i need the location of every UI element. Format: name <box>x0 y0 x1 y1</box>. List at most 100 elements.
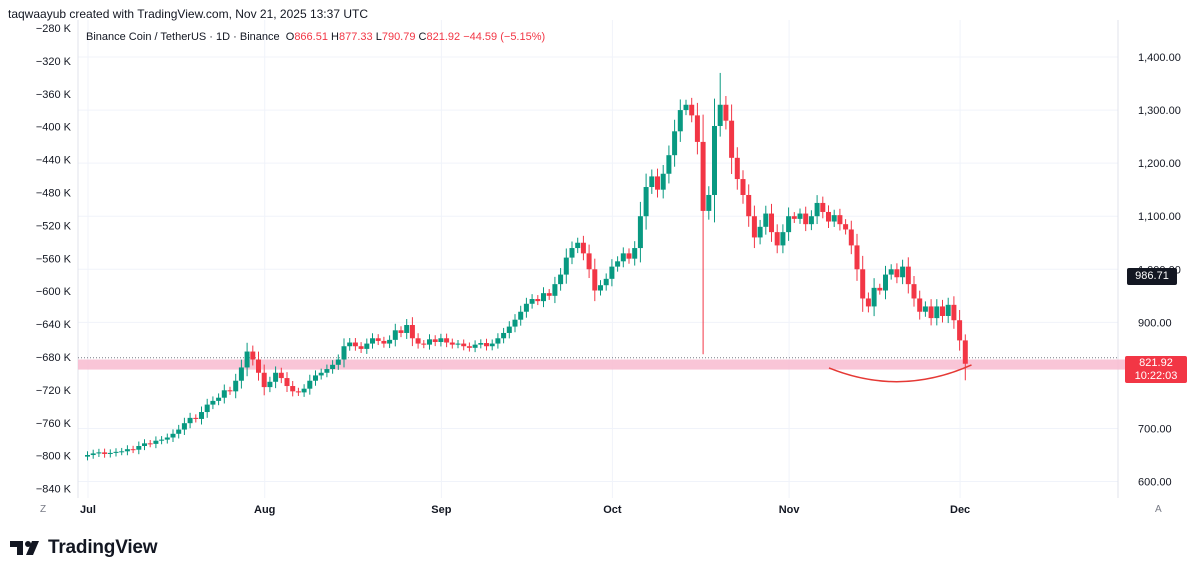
right-tick-label: 1,400.00 <box>1138 52 1181 64</box>
candle-body <box>883 274 888 291</box>
candle-body <box>660 173 666 190</box>
candle-body <box>700 141 706 211</box>
candle-body <box>672 131 678 156</box>
auto-scale-button[interactable]: A <box>1155 504 1162 515</box>
candle-body <box>848 229 854 246</box>
candle-body <box>951 304 957 321</box>
candle-body <box>313 375 318 381</box>
candle-body <box>546 293 552 296</box>
symbol-title: Binance Coin / TetherUS · 1D · Binance <box>86 31 280 43</box>
candle-body <box>427 339 432 345</box>
candle-body <box>261 372 267 388</box>
candle-body <box>683 104 689 111</box>
candle-body <box>210 400 216 405</box>
candle-body <box>324 369 330 373</box>
candle-body <box>301 388 307 393</box>
candle-body <box>432 339 438 342</box>
candle-body <box>945 304 951 316</box>
candle-body <box>854 245 860 270</box>
scale-mode-left[interactable]: Z <box>40 504 47 515</box>
candle-body <box>170 433 176 438</box>
candle-body <box>153 440 159 444</box>
candle-body <box>900 266 906 278</box>
low-value: 790.79 <box>381 31 416 43</box>
candle-body <box>392 330 398 340</box>
ohlc-legend: Binance Coin / TetherUS · 1D · Binance O… <box>86 31 545 43</box>
candle-body <box>769 213 774 233</box>
candle-body <box>204 404 210 413</box>
candle-body <box>541 293 546 302</box>
candle-body <box>677 110 683 132</box>
candle-body <box>90 453 96 456</box>
left-tick-label: −400 K <box>36 122 72 134</box>
time-tick-label: Nov <box>779 504 801 516</box>
candle-body <box>415 338 421 344</box>
candle-body <box>563 257 569 275</box>
left-tick-label: −320 K <box>36 56 72 68</box>
candle-body <box>484 343 489 347</box>
candle-body <box>119 451 125 453</box>
left-tick-label: −440 K <box>36 155 72 167</box>
candle-body <box>478 343 484 345</box>
candle-body <box>592 269 598 291</box>
candle-body <box>370 338 375 344</box>
candle-body <box>712 125 717 195</box>
candle-body <box>746 194 752 217</box>
candle-body <box>387 339 393 344</box>
candle-body <box>227 390 233 392</box>
candle-body <box>934 306 940 319</box>
candle-body <box>273 372 279 382</box>
candles <box>85 72 968 461</box>
candle-body <box>142 443 147 447</box>
change-value: −44.59 (−5.15%) <box>463 31 546 43</box>
candle-body <box>911 284 917 299</box>
candle-body <box>928 306 934 319</box>
candle-body <box>335 359 341 365</box>
candle-body <box>295 391 301 393</box>
candle-body <box>558 274 564 285</box>
candle-body <box>238 367 244 381</box>
candle-body <box>706 194 712 211</box>
candle-body <box>472 344 478 348</box>
right-tick-label: 1,300.00 <box>1138 105 1181 117</box>
candle-body <box>808 216 814 225</box>
candle-body <box>347 342 353 347</box>
candle-body <box>489 343 495 347</box>
candle-body <box>159 439 165 441</box>
candle-body <box>501 332 507 339</box>
candle-body <box>398 330 404 333</box>
candle-body <box>689 104 695 116</box>
candle-body <box>290 386 296 392</box>
high-label: H <box>331 31 339 43</box>
time-tick-label: Oct <box>603 504 622 516</box>
candle-body <box>729 120 735 158</box>
candle-body <box>364 343 370 349</box>
candle-body <box>193 417 199 419</box>
candle-body <box>774 232 780 246</box>
candle-body <box>529 298 535 304</box>
candle-body <box>130 449 136 451</box>
candle-body <box>278 372 284 379</box>
candle-body <box>512 319 518 327</box>
right-tick-label: 600.00 <box>1138 477 1172 489</box>
candle-body <box>751 216 757 238</box>
candle-body <box>637 216 643 249</box>
candle-body <box>620 253 626 262</box>
candle-body <box>221 390 227 398</box>
right-tick-label: 1,200.00 <box>1138 158 1181 170</box>
candle-body <box>552 284 558 296</box>
candle-body <box>164 437 170 440</box>
candle-body <box>102 452 108 454</box>
tradingview-logo-icon <box>10 541 39 555</box>
candle-body <box>147 443 153 445</box>
candle-body <box>358 346 364 349</box>
last-price-tag: 821.92 10:22:03 <box>1125 356 1187 383</box>
candle-body <box>843 224 849 230</box>
left-tick-label: −360 K <box>36 89 72 101</box>
candle-body <box>888 269 894 275</box>
high-value: 877.33 <box>338 31 373 43</box>
candle-body <box>643 187 649 217</box>
candle-body <box>797 213 803 219</box>
close-label: C <box>418 31 427 43</box>
